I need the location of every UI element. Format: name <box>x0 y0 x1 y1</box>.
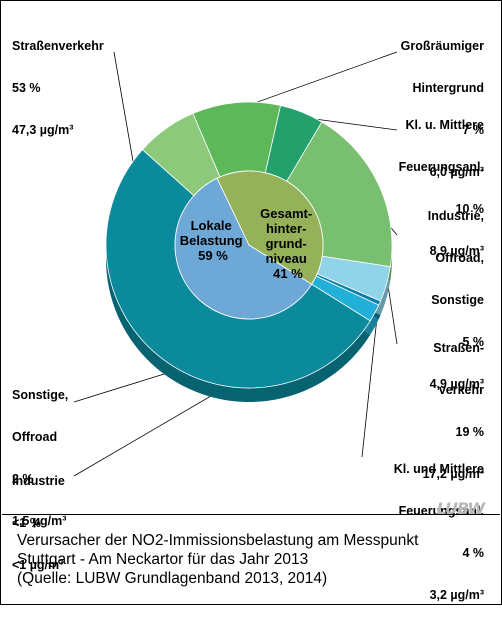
label-name: Kl. und Mittlere <box>393 462 484 476</box>
label-name: Industrie <box>12 474 65 488</box>
label-concentration: 47,3 µg/m³ <box>12 123 74 137</box>
label-concentration: <1 µg/m³ <box>12 558 64 572</box>
label-sonstige-offroad: Sonstige, Offroad 2 % 1,5 µg/m³ <box>12 360 68 556</box>
figure-caption: Verursacher der NO2-Immissionsbelastung … <box>2 514 500 605</box>
label-percent: 2 % <box>12 472 34 486</box>
label-strassenverkehr-local: Straßenverkehr 53 % 47,3 µg/m³ <box>12 11 104 165</box>
label-percent: 10 % <box>455 202 485 216</box>
inner-slice <box>216 170 324 285</box>
label-concentration: 1,5 µg/m³ <box>12 514 67 528</box>
label-strassenverkehr-background: Straßen- verkehr 19 % 17,2 µg/m³ <box>423 313 484 509</box>
figure-frame: Lokale Belastung 59 % Gesamt- hinter- gr… <box>0 0 502 605</box>
chart-area: Lokale Belastung 59 % Gesamt- hinter- gr… <box>2 2 500 602</box>
label-percent: 53 % <box>12 81 41 95</box>
label-concentration: 4,9 µg/m³ <box>429 377 484 391</box>
inner-slice <box>174 177 313 320</box>
label-percent: 5 % <box>462 335 484 349</box>
label-kl-mittlere-feuerungsanl-background: Kl. u. Mittlere Feuerungsanl. 10 % 8,9 µ… <box>399 90 484 286</box>
inner-label-local: Lokale Belastung 59 % <box>180 218 246 263</box>
inner-ring <box>174 170 324 320</box>
lubw-logo: LUBW <box>436 499 485 518</box>
label-name: Hintergrund <box>412 81 484 95</box>
donut-chart: Lokale Belastung 59 % Gesamt- hinter- gr… <box>73 51 398 477</box>
label-name: Offroad <box>12 430 58 444</box>
caption-line: (Quelle: LUBW Grundlagenband 2013, 2014) <box>17 570 328 587</box>
label-percent: 4 % <box>462 546 484 560</box>
inner-label-background: Gesamt- hinter- grund- niveau 41 % <box>260 206 316 281</box>
label-name: Sonstige, <box>12 388 69 402</box>
label-grossraeumiger-hintergrund: Großräumiger Hintergrund 7 % 6,0 µg/m³ <box>401 11 484 207</box>
label-name: Großräumiger <box>400 39 484 53</box>
label-percent: 7 % <box>462 123 484 137</box>
label-concentration: 17,2 µg/m³ <box>422 467 484 481</box>
label-concentration: 8,9 µg/m³ <box>429 244 484 258</box>
label-concentration: 6,0 µg/m³ <box>429 165 484 179</box>
label-name: Industrie, <box>427 209 484 223</box>
label-industrie-local: Industrie <1 % <1 µg/m³ <box>12 446 65 600</box>
label-concentration: 3,2 µg/m³ <box>429 588 484 602</box>
caption-line: Stuttgart - Am Neckartor für das Jahr 20… <box>17 551 309 568</box>
label-percent: <1 % <box>12 516 41 530</box>
label-name: Straßen- <box>433 341 484 355</box>
label-percent: 19 % <box>455 425 485 439</box>
label-name: Feuerungsanl. <box>398 160 484 174</box>
label-name: Sonstige <box>431 293 484 307</box>
label-name: Kl. u. Mittlere <box>405 118 484 132</box>
caption-line: Verursacher der NO2-Immissionsbelastung … <box>17 532 419 549</box>
label-name: verkehr <box>438 383 484 397</box>
label-name: Straßenverkehr <box>12 39 104 53</box>
label-name: Offroad, <box>435 251 484 265</box>
label-industrie-offroad-sonstige: Industrie, Offroad, Sonstige 5 % 4,9 µg/… <box>428 181 484 419</box>
outer-ring <box>105 101 393 389</box>
